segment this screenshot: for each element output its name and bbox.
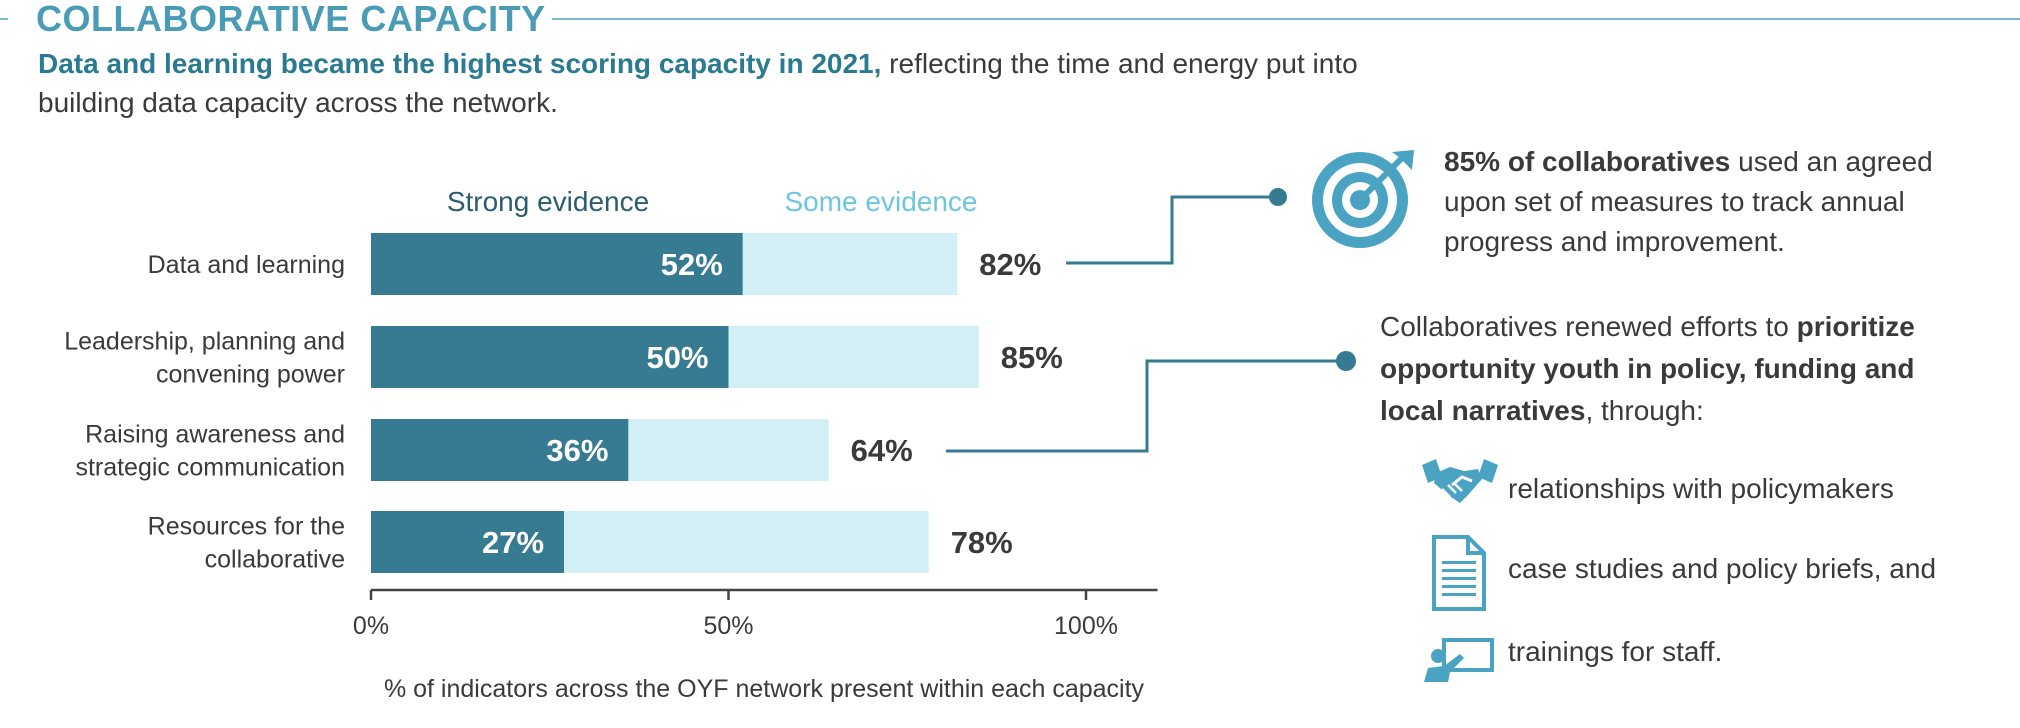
- bar-strong-evidence: [371, 419, 629, 481]
- category-label: Data and learning: [148, 251, 345, 279]
- legend-some-evidence: Some evidence: [784, 186, 977, 217]
- target-icon: [1312, 150, 1414, 248]
- bar-total-label: 82%: [979, 247, 1041, 282]
- header-rule-left: [0, 18, 8, 20]
- bar-some-evidence: [728, 326, 979, 388]
- connector-dot-bottom: [1336, 351, 1356, 371]
- bar-strong-evidence: [371, 233, 743, 295]
- bar-some-evidence: [628, 419, 829, 481]
- intro-rest: reflecting the time and energy put into …: [38, 48, 1358, 118]
- intro-text: Data and learning became the highest sco…: [38, 44, 1398, 122]
- document-icon: [1432, 535, 1486, 611]
- category-label: convening power: [156, 361, 345, 389]
- bar-strong-evidence: [371, 511, 565, 573]
- intro-bold: Data and learning became the highest sco…: [38, 48, 882, 79]
- category-label: Leadership, planning and: [64, 328, 345, 356]
- list-item-label: trainings for staff.: [1508, 636, 1723, 667]
- bar-total-label: 64%: [851, 433, 913, 468]
- bar-strong-evidence: [371, 326, 729, 388]
- capacity-bar-chart: 52% 82% Data and learning 50% 85% Leadership,…: [64, 186, 1158, 703]
- bar-value-label: 50%: [646, 340, 708, 375]
- bar-some-evidence: [742, 233, 958, 295]
- list-item-label: case studies and policy briefs, and: [1508, 553, 1937, 584]
- category-label: collaborative: [205, 546, 345, 574]
- prioritize-bold: prioritize opportunity youth in policy, …: [1380, 311, 1915, 426]
- prioritize-tail: , through:: [1585, 395, 1704, 426]
- list-item: relationships with policymakers: [1420, 451, 2020, 531]
- bar-total-label: 78%: [951, 525, 1013, 560]
- category-label: Raising awareness and: [85, 421, 345, 449]
- list-item-label: relationships with policymakers: [1508, 473, 1894, 504]
- bar-value-label: 27%: [482, 525, 544, 560]
- category-label: strategic communication: [75, 454, 345, 482]
- category-label: Resources for the: [148, 513, 345, 541]
- x-axis-title: % of indicators across the OYF network p…: [384, 675, 1145, 703]
- bar-value-label: 36%: [546, 433, 608, 468]
- prioritize-lead: Collaboratives renewed efforts to: [1380, 311, 1797, 342]
- bar-value-label: 52%: [661, 247, 723, 282]
- bar-total-label: 85%: [1001, 340, 1063, 375]
- handshake-icon: [1422, 459, 1498, 503]
- measures-rest: used an agreed upon set of measures to t…: [1444, 146, 1933, 257]
- header-rule-right: [552, 18, 2020, 20]
- presentation-icon: [1424, 638, 1494, 682]
- measures-bold: 85% of collaboratives: [1444, 146, 1731, 177]
- x-tick-label: 100%: [1054, 612, 1118, 640]
- section-title: COLLABORATIVE CAPACITY: [36, 0, 546, 39]
- list-item: trainings for staff.: [1420, 614, 2020, 694]
- bar-some-evidence: [564, 511, 929, 573]
- x-tick-label: 50%: [703, 612, 753, 640]
- prioritize-callout: Collaboratives renewed efforts to priori…: [1380, 306, 1970, 432]
- measures-callout: 85% of collaboratives used an agreed upo…: [1444, 142, 1984, 262]
- x-tick-label: 0%: [353, 612, 389, 640]
- legend-strong-evidence: Strong evidence: [447, 186, 649, 217]
- list-item: case studies and policy briefs, and: [1420, 531, 2020, 611]
